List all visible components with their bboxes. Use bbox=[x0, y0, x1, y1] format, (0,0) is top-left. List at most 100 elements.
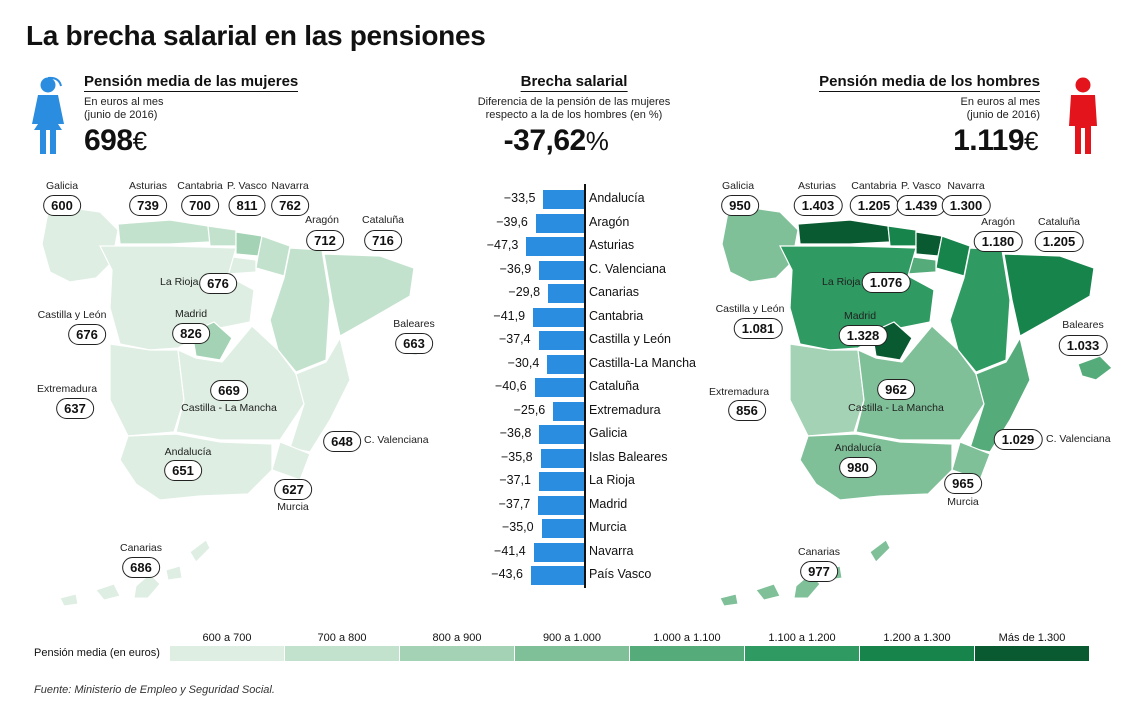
w-value-pvasco: 811 bbox=[228, 195, 266, 216]
bar-category-label: Extremadura bbox=[589, 402, 661, 417]
bar-value-label: −35,8 bbox=[500, 449, 533, 464]
map-m-asturias bbox=[797, 219, 891, 245]
bar bbox=[547, 354, 585, 374]
bar-value-label: −36,8 bbox=[499, 426, 532, 440]
w-value-galicia: 600 bbox=[43, 195, 81, 216]
m-label-murcia: Murcia bbox=[947, 496, 979, 508]
m-value-madrid: 1.328 bbox=[838, 325, 888, 346]
bar-category-label: Murcia bbox=[589, 520, 627, 534]
bar bbox=[541, 519, 585, 538]
m-label-navarra: Navarra bbox=[947, 180, 985, 192]
map-m-aragon bbox=[949, 247, 1011, 373]
legend-swatch bbox=[285, 646, 399, 661]
w-label-cyl: Castilla y León bbox=[37, 309, 107, 321]
legend-swatch bbox=[630, 646, 744, 661]
w-value-cvalenciana: 648 bbox=[323, 431, 361, 452]
map-m-pvasco bbox=[915, 231, 943, 257]
bar-value-label: −43,6 bbox=[491, 567, 523, 581]
legend-label: 1.100 a 1.200 bbox=[768, 632, 836, 644]
legend-label: Más de 1.300 bbox=[998, 632, 1066, 644]
legend-swatch bbox=[515, 646, 629, 661]
bar bbox=[538, 331, 585, 350]
map-m-cvalenciana bbox=[969, 336, 1031, 453]
w-value-cyl: 676 bbox=[68, 324, 106, 345]
bar-value-label: −33,5 bbox=[503, 191, 536, 205]
w-label-cvalenciana: C. Valenciana bbox=[364, 434, 429, 446]
bar-category-label: Cataluña bbox=[589, 379, 640, 393]
bar-value-label: −35,0 bbox=[501, 520, 534, 534]
bar-value-label: −39,6 bbox=[496, 214, 528, 229]
m-label-asturias: Asturias bbox=[798, 180, 836, 192]
men-currency: € bbox=[1024, 126, 1038, 156]
map-m-cataluna bbox=[1003, 253, 1095, 337]
w-value-cantabria: 700 bbox=[181, 195, 219, 216]
w-label-aragon: Aragón bbox=[305, 214, 339, 226]
bar-category-label: País Vasco bbox=[589, 567, 652, 581]
m-value-cyl: 1.081 bbox=[733, 318, 783, 339]
w-label-asturias: Asturias bbox=[129, 180, 167, 192]
gap-value-number: -37,62 bbox=[503, 124, 587, 157]
legend-label: 800 a 900 bbox=[432, 632, 482, 644]
m-label-larioja: La Rioja bbox=[822, 276, 861, 288]
m-label-galicia: Galicia bbox=[721, 180, 755, 192]
bar bbox=[535, 213, 585, 233]
w-value-canarias: 686 bbox=[122, 557, 160, 578]
source-note: Fuente: Ministerio de Empleo y Seguridad… bbox=[34, 684, 275, 696]
men-unit-line1: En euros al mes bbox=[960, 96, 1040, 108]
legend-swatch bbox=[745, 646, 859, 661]
m-value-canarias: 977 bbox=[800, 561, 838, 582]
map-w-canarias bbox=[59, 539, 211, 607]
m-label-baleares: Baleares bbox=[1062, 319, 1104, 331]
bar bbox=[538, 495, 585, 515]
bar bbox=[526, 237, 585, 256]
m-label-cyl: Castilla y León bbox=[715, 303, 785, 315]
women-average-value: 698€ bbox=[84, 124, 147, 158]
w-label-madrid: Madrid bbox=[174, 308, 208, 320]
legend-swatch bbox=[170, 646, 284, 661]
bar-value-label: −47,3 bbox=[486, 238, 519, 252]
bar bbox=[533, 307, 585, 327]
bar-category-label: Andalucía bbox=[589, 191, 645, 205]
m-value-andalucia: 980 bbox=[839, 457, 877, 478]
w-value-aragon: 712 bbox=[306, 230, 344, 251]
m-label-cvalenciana: C. Valenciana bbox=[1046, 433, 1111, 445]
bar-category-label: Canarias bbox=[589, 285, 640, 299]
bar bbox=[538, 472, 585, 491]
m-value-murcia: 965 bbox=[944, 473, 982, 494]
bar-value-label: −41,9 bbox=[493, 308, 526, 323]
man-figure-icon bbox=[1069, 77, 1097, 154]
bar-value-label: −37,1 bbox=[499, 473, 531, 487]
bar bbox=[543, 190, 585, 209]
bar-value-label: −37,7 bbox=[498, 496, 531, 511]
bar-chart-axis bbox=[584, 184, 586, 588]
legend-swatch bbox=[400, 646, 514, 661]
bar-category-label: Madrid bbox=[589, 496, 628, 511]
women-unit-line1: En euros al mes bbox=[84, 96, 164, 108]
w-value-andalucia: 651 bbox=[164, 460, 202, 481]
w-label-cataluna: Cataluña bbox=[361, 214, 405, 226]
women-heading: Pensión media de las mujeres bbox=[84, 73, 299, 92]
bar-category-label: Navarra bbox=[589, 543, 634, 558]
woman-figure-icon bbox=[32, 76, 64, 154]
map-m-navarra bbox=[935, 235, 971, 277]
w-label-murcia: Murcia bbox=[277, 501, 309, 513]
gap-total-value: -37,62% bbox=[504, 124, 609, 158]
map-m-baleares bbox=[1077, 355, 1113, 381]
w-value-extremadura: 637 bbox=[56, 398, 94, 419]
bar-category-label: Aragón bbox=[589, 214, 630, 229]
m-label-madrid: Madrid bbox=[843, 310, 877, 322]
w-value-cataluna: 716 bbox=[364, 230, 402, 251]
bar-value-label: −29,8 bbox=[508, 285, 541, 299]
w-label-galicia: Galicia bbox=[45, 180, 79, 192]
m-label-canarias: Canarias bbox=[797, 546, 841, 558]
legend-label: 700 a 800 bbox=[317, 632, 367, 644]
bar-value-label: −40,6 bbox=[495, 379, 527, 393]
w-label-baleares: Baleares bbox=[393, 318, 435, 330]
m-label-extremadura: Extremadura bbox=[708, 386, 770, 398]
m-value-extremadura: 856 bbox=[728, 400, 766, 421]
bar bbox=[553, 401, 585, 421]
m-value-cantabria: 1.205 bbox=[849, 195, 899, 216]
m-value-larioja: 1.076 bbox=[861, 272, 911, 293]
w-label-andalucia: Andalucía bbox=[164, 446, 212, 458]
map-m-extremadura bbox=[789, 343, 865, 437]
